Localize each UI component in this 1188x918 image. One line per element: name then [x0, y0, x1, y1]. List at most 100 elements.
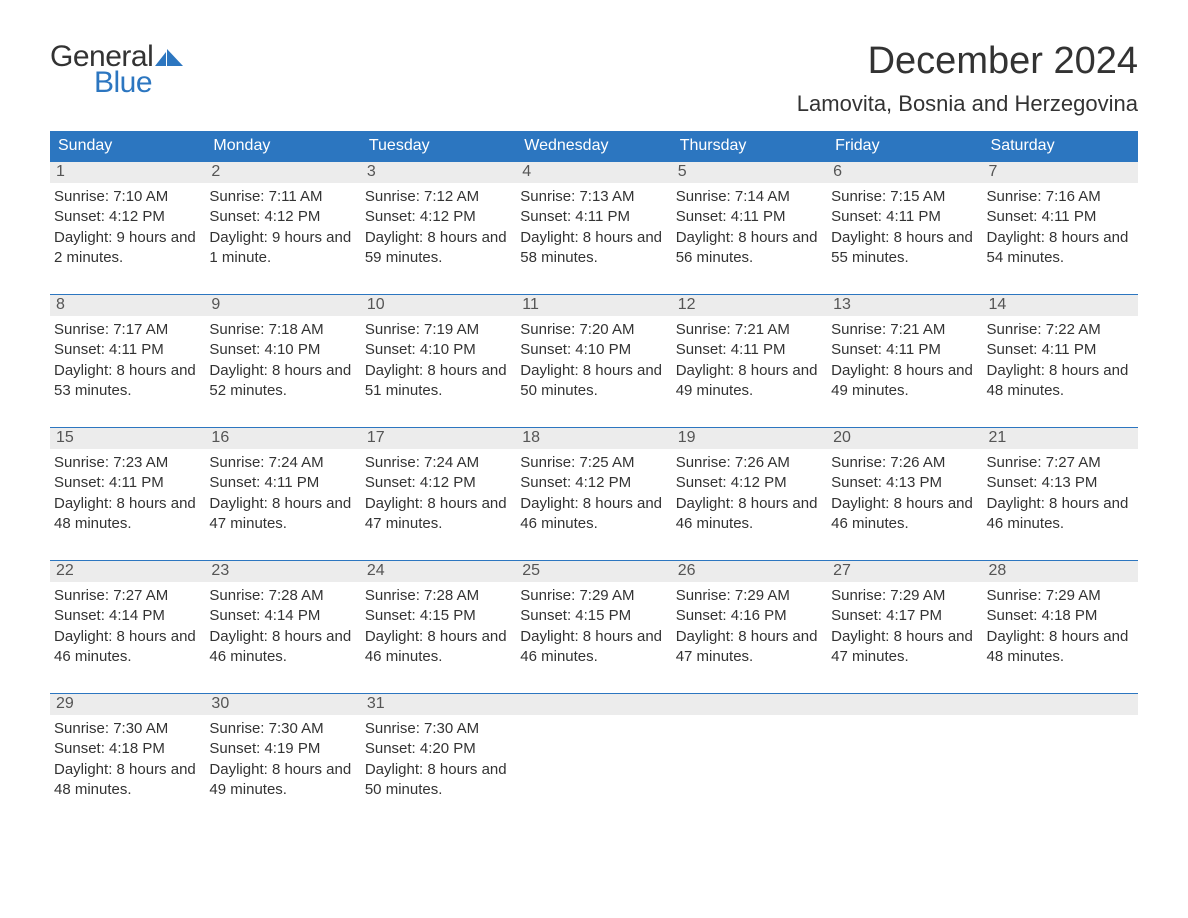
sunset-line: Sunset: 4:13 PM [987, 473, 1134, 493]
daylight-line: Daylight: 8 hours and 46 minutes. [54, 627, 201, 668]
calendar-cell: 3Sunrise: 7:12 AMSunset: 4:12 PMDaylight… [361, 161, 516, 294]
calendar-cell: 16Sunrise: 7:24 AMSunset: 4:11 PMDayligh… [205, 427, 360, 560]
sunset-line: Sunset: 4:11 PM [987, 340, 1134, 360]
calendar-cell: 15Sunrise: 7:23 AMSunset: 4:11 PMDayligh… [50, 427, 205, 560]
day-number: 30 [205, 694, 360, 715]
day-body: Sunrise: 7:27 AMSunset: 4:14 PMDaylight:… [50, 582, 205, 671]
day-cell: 16Sunrise: 7:24 AMSunset: 4:11 PMDayligh… [205, 427, 360, 560]
sunrise-line: Sunrise: 7:22 AM [987, 320, 1134, 340]
day-body: Sunrise: 7:19 AMSunset: 4:10 PMDaylight:… [361, 316, 516, 405]
daylight-line: Daylight: 8 hours and 46 minutes. [520, 627, 667, 668]
sunset-line: Sunset: 4:12 PM [365, 207, 512, 227]
sunset-line: Sunset: 4:11 PM [54, 473, 201, 493]
sunset-line: Sunset: 4:14 PM [54, 606, 201, 626]
calendar-row: 8Sunrise: 7:17 AMSunset: 4:11 PMDaylight… [50, 294, 1138, 427]
day-number: 21 [983, 428, 1138, 449]
daylight-line: Daylight: 9 hours and 2 minutes. [54, 228, 201, 269]
day-cell: 18Sunrise: 7:25 AMSunset: 4:12 PMDayligh… [516, 427, 671, 560]
day-number: 4 [516, 162, 671, 183]
day-number: 25 [516, 561, 671, 582]
sunset-line: Sunset: 4:15 PM [520, 606, 667, 626]
sunset-line: Sunset: 4:10 PM [209, 340, 356, 360]
sunset-line: Sunset: 4:17 PM [831, 606, 978, 626]
sunrise-line: Sunrise: 7:27 AM [54, 586, 201, 606]
sunrise-line: Sunrise: 7:26 AM [676, 453, 823, 473]
calendar-cell [827, 693, 982, 826]
calendar-row: 29Sunrise: 7:30 AMSunset: 4:18 PMDayligh… [50, 693, 1138, 826]
daylight-line: Daylight: 8 hours and 50 minutes. [520, 361, 667, 402]
sunrise-line: Sunrise: 7:27 AM [987, 453, 1134, 473]
sunrise-line: Sunrise: 7:14 AM [676, 187, 823, 207]
daylight-line: Daylight: 8 hours and 54 minutes. [987, 228, 1134, 269]
day-body: Sunrise: 7:29 AMSunset: 4:15 PMDaylight:… [516, 582, 671, 671]
sunrise-line: Sunrise: 7:29 AM [831, 586, 978, 606]
sunrise-line: Sunrise: 7:21 AM [831, 320, 978, 340]
daylight-line: Daylight: 8 hours and 46 minutes. [831, 494, 978, 535]
daylight-line: Daylight: 8 hours and 46 minutes. [987, 494, 1134, 535]
sunset-line: Sunset: 4:10 PM [520, 340, 667, 360]
sunset-line: Sunset: 4:11 PM [676, 207, 823, 227]
daylight-line: Daylight: 8 hours and 49 minutes. [831, 361, 978, 402]
calendar-cell: 31Sunrise: 7:30 AMSunset: 4:20 PMDayligh… [361, 693, 516, 826]
day-cell: 21Sunrise: 7:27 AMSunset: 4:13 PMDayligh… [983, 427, 1138, 560]
day-number: 31 [361, 694, 516, 715]
day-number: 28 [983, 561, 1138, 582]
day-cell: 28Sunrise: 7:29 AMSunset: 4:18 PMDayligh… [983, 560, 1138, 693]
day-number: 29 [50, 694, 205, 715]
month-title: December 2024 [797, 40, 1138, 83]
day-cell: 5Sunrise: 7:14 AMSunset: 4:11 PMDaylight… [672, 161, 827, 294]
day-number-empty [983, 694, 1138, 715]
calendar-cell: 18Sunrise: 7:25 AMSunset: 4:12 PMDayligh… [516, 427, 671, 560]
daylight-line: Daylight: 8 hours and 49 minutes. [209, 760, 356, 801]
calendar-cell: 7Sunrise: 7:16 AMSunset: 4:11 PMDaylight… [983, 161, 1138, 294]
day-cell: 1Sunrise: 7:10 AMSunset: 4:12 PMDaylight… [50, 161, 205, 294]
day-number: 1 [50, 162, 205, 183]
calendar-cell: 30Sunrise: 7:30 AMSunset: 4:19 PMDayligh… [205, 693, 360, 826]
day-number-empty [827, 694, 982, 715]
day-number: 5 [672, 162, 827, 183]
day-body: Sunrise: 7:11 AMSunset: 4:12 PMDaylight:… [205, 183, 360, 272]
day-body: Sunrise: 7:21 AMSunset: 4:11 PMDaylight:… [672, 316, 827, 405]
calendar-cell: 20Sunrise: 7:26 AMSunset: 4:13 PMDayligh… [827, 427, 982, 560]
sunset-line: Sunset: 4:11 PM [831, 207, 978, 227]
calendar-row: 22Sunrise: 7:27 AMSunset: 4:14 PMDayligh… [50, 560, 1138, 693]
day-number: 15 [50, 428, 205, 449]
day-body: Sunrise: 7:16 AMSunset: 4:11 PMDaylight:… [983, 183, 1138, 272]
brand-logo: General Blue [50, 40, 181, 100]
daylight-line: Daylight: 8 hours and 47 minutes. [365, 494, 512, 535]
weekday-header: Thursday [672, 131, 827, 161]
sunset-line: Sunset: 4:12 PM [209, 207, 356, 227]
weekday-header-row: Sunday Monday Tuesday Wednesday Thursday… [50, 131, 1138, 161]
day-number: 2 [205, 162, 360, 183]
page: General Blue December 2024 Lamovita, Bos… [0, 0, 1188, 918]
daylight-line: Daylight: 8 hours and 46 minutes. [365, 627, 512, 668]
day-cell: 24Sunrise: 7:28 AMSunset: 4:15 PMDayligh… [361, 560, 516, 693]
calendar-cell: 23Sunrise: 7:28 AMSunset: 4:14 PMDayligh… [205, 560, 360, 693]
sunrise-line: Sunrise: 7:20 AM [520, 320, 667, 340]
sunrise-line: Sunrise: 7:25 AM [520, 453, 667, 473]
calendar-cell: 12Sunrise: 7:21 AMSunset: 4:11 PMDayligh… [672, 294, 827, 427]
day-cell: 26Sunrise: 7:29 AMSunset: 4:16 PMDayligh… [672, 560, 827, 693]
day-body: Sunrise: 7:14 AMSunset: 4:11 PMDaylight:… [672, 183, 827, 272]
day-cell: 22Sunrise: 7:27 AMSunset: 4:14 PMDayligh… [50, 560, 205, 693]
day-body: Sunrise: 7:26 AMSunset: 4:12 PMDaylight:… [672, 449, 827, 538]
day-body: Sunrise: 7:25 AMSunset: 4:12 PMDaylight:… [516, 449, 671, 538]
sunset-line: Sunset: 4:11 PM [209, 473, 356, 493]
day-cell: 25Sunrise: 7:29 AMSunset: 4:15 PMDayligh… [516, 560, 671, 693]
calendar-cell: 21Sunrise: 7:27 AMSunset: 4:13 PMDayligh… [983, 427, 1138, 560]
calendar-cell: 24Sunrise: 7:28 AMSunset: 4:15 PMDayligh… [361, 560, 516, 693]
calendar-cell: 27Sunrise: 7:29 AMSunset: 4:17 PMDayligh… [827, 560, 982, 693]
day-number: 3 [361, 162, 516, 183]
daylight-line: Daylight: 8 hours and 46 minutes. [520, 494, 667, 535]
sunrise-line: Sunrise: 7:29 AM [520, 586, 667, 606]
daylight-line: Daylight: 9 hours and 1 minute. [209, 228, 356, 269]
daylight-line: Daylight: 8 hours and 59 minutes. [365, 228, 512, 269]
calendar-cell: 19Sunrise: 7:26 AMSunset: 4:12 PMDayligh… [672, 427, 827, 560]
day-body: Sunrise: 7:29 AMSunset: 4:16 PMDaylight:… [672, 582, 827, 671]
sunset-line: Sunset: 4:14 PM [209, 606, 356, 626]
sunrise-line: Sunrise: 7:13 AM [520, 187, 667, 207]
day-cell: 11Sunrise: 7:20 AMSunset: 4:10 PMDayligh… [516, 294, 671, 427]
brand-flag-icon [155, 46, 183, 68]
day-body: Sunrise: 7:27 AMSunset: 4:13 PMDaylight:… [983, 449, 1138, 538]
day-body: Sunrise: 7:29 AMSunset: 4:17 PMDaylight:… [827, 582, 982, 671]
